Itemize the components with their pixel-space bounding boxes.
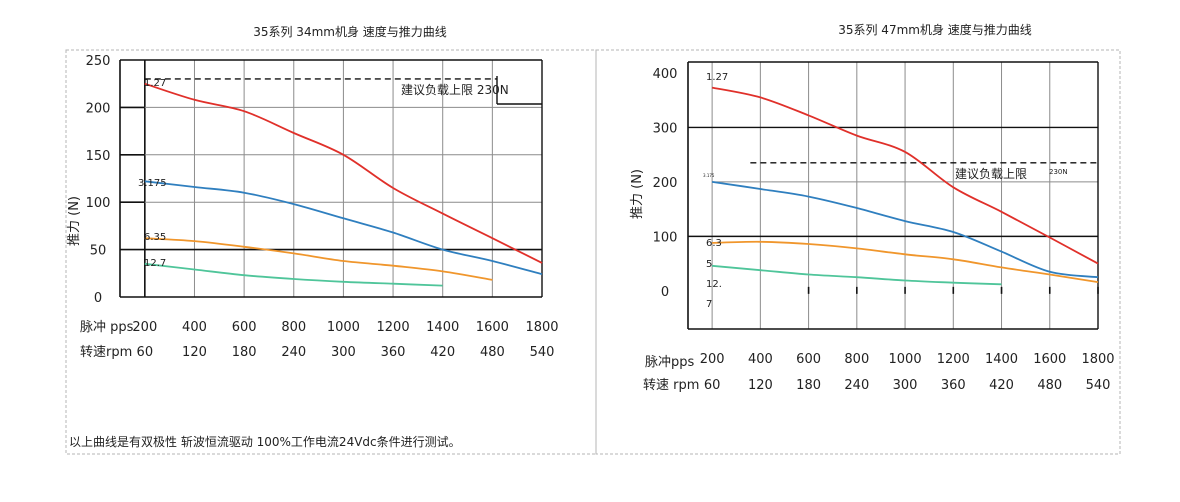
chart-right-limit-unit: 230N	[1049, 168, 1068, 176]
ytick-label: 100	[653, 230, 678, 245]
rpm-tick: 120	[182, 345, 207, 360]
chart-right-limit-label: 建议负载上限	[955, 167, 1027, 181]
chart-left-pps-label: 脉冲 pps	[80, 320, 134, 335]
chart-left-ylabel: 推力 (N)	[67, 196, 82, 246]
chart-left-rpm-ticks: 60 120 180 240 300 360 420 480 540	[137, 345, 555, 360]
series-line-12.7	[712, 264, 1002, 286]
chart-left-yticks: 250 200 150 100 50 0	[86, 54, 111, 306]
series-label: 3.175	[138, 178, 167, 189]
chart-left-series-labels: 1.27 3.175 6.35 12.7	[138, 78, 167, 269]
chart-right-series-labels: 1.27 3.175 6.3 5 12. 7	[703, 72, 728, 310]
rpm-tick: 180	[796, 378, 821, 393]
series-label: 5	[706, 259, 712, 270]
pps-tick: 1200	[377, 320, 410, 335]
rpm-tick: 300	[893, 378, 918, 393]
pps-tick: 1600	[1033, 352, 1066, 367]
ytick-label: 100	[86, 196, 111, 211]
pps-tick: 800	[281, 320, 306, 335]
chart-right-yticks: 400 300 200 100 0	[653, 67, 678, 300]
right-panel-border	[595, 49, 1121, 455]
series-line-6.35	[144, 237, 493, 281]
rpm-tick: 60	[137, 345, 154, 360]
series-label: 1.27	[706, 72, 728, 83]
chart-right-ylabel: 推力 (N)	[630, 169, 645, 219]
pps-tick: 200	[700, 352, 725, 367]
ytick-label: 400	[653, 67, 678, 82]
pps-tick: 1800	[1081, 352, 1114, 367]
chart-left-grid	[119, 59, 543, 298]
chart-right-series	[711, 86, 1099, 286]
rpm-tick: 240	[844, 378, 869, 393]
pps-tick: 1000	[327, 320, 360, 335]
chart-right-rpm-ticks: 60 120 180 240 300 360 420 480 540	[704, 378, 1111, 393]
pps-tick: 600	[232, 320, 257, 335]
pps-tick: 1400	[426, 320, 459, 335]
rpm-tick: 540	[530, 345, 555, 360]
series-line-3.175	[144, 180, 543, 276]
rpm-tick: 420	[989, 378, 1014, 393]
rpm-tick: 480	[480, 345, 505, 360]
pps-tick: 600	[796, 352, 821, 367]
ytick-label: 200	[86, 101, 111, 116]
pps-tick: 400	[182, 320, 207, 335]
footnote: 以上曲线是有双极性 斩波恒流驱动 100%工作电流24Vdc条件进行测试。	[69, 434, 461, 449]
pps-tick: 1000	[889, 352, 922, 367]
chart-right-title: 35系列 47mm机身 速度与推力曲线	[838, 22, 1032, 37]
series-line-12.7	[144, 262, 443, 287]
ytick-label: 300	[653, 121, 678, 136]
rpm-tick: 300	[331, 345, 356, 360]
series-line-3.175	[711, 181, 1099, 279]
series-label: 6.3	[706, 238, 722, 249]
rpm-tick: 180	[232, 345, 257, 360]
pps-tick: 800	[844, 352, 869, 367]
series-line-6.35	[712, 240, 1099, 283]
chart-left-limit-label: 建议负载上限 230N	[401, 83, 509, 97]
chart-left-series	[144, 82, 543, 287]
series-label: 7	[706, 299, 712, 310]
pps-tick: 1800	[525, 320, 558, 335]
ytick-label: 150	[86, 149, 111, 164]
series-label: 6.35	[144, 232, 166, 243]
ytick-label: 200	[653, 176, 678, 191]
rpm-tick: 360	[941, 378, 966, 393]
ytick-label: 0	[94, 291, 102, 306]
pps-tick: 400	[748, 352, 773, 367]
pps-tick: 1400	[985, 352, 1018, 367]
series-label: 12.	[706, 279, 722, 290]
chart-right-pps-label: 脉冲pps	[645, 355, 695, 370]
series-label: 12.7	[144, 258, 166, 269]
rpm-tick: 540	[1086, 378, 1111, 393]
rpm-tick: 240	[281, 345, 306, 360]
series-label: 1.27	[144, 78, 166, 89]
chart-right-pps-ticks: 200 400 600 800 1000 1200 1400 1600 1800	[700, 352, 1115, 367]
chart-left-rpm-label: 转速rpm	[80, 345, 132, 360]
rpm-tick: 420	[430, 345, 455, 360]
rpm-tick: 360	[381, 345, 406, 360]
series-line-1.27	[144, 82, 543, 264]
rpm-tick: 60	[704, 378, 721, 393]
left-panel-border	[65, 49, 597, 455]
pps-tick: 1200	[937, 352, 970, 367]
ytick-label: 250	[86, 54, 111, 69]
chart-right-rpm-label: 转速 rpm	[643, 378, 699, 393]
rpm-tick: 120	[748, 378, 773, 393]
series-line-1.27	[711, 86, 1099, 265]
chart-right-grid	[687, 61, 1099, 330]
ytick-label: 0	[661, 285, 669, 300]
pps-tick: 1600	[476, 320, 509, 335]
rpm-tick: 480	[1037, 378, 1062, 393]
chart-left-title: 35系列 34mm机身 速度与推力曲线	[253, 24, 447, 39]
ytick-label: 50	[90, 244, 107, 259]
pps-tick: 200	[132, 320, 157, 335]
chart-left-pps-ticks: 200 400 600 800 1000 1200 1400 1600 1800	[132, 320, 558, 335]
series-label: 3.175	[703, 173, 715, 178]
chart-left: 35系列 34mm机身 速度与推力曲线 推力 (N) 250 200 150 100 5…	[67, 24, 559, 449]
chart-right: 35系列 47mm机身 速度与推力曲线 推力 (N) 4003002001000…	[630, 22, 1115, 393]
